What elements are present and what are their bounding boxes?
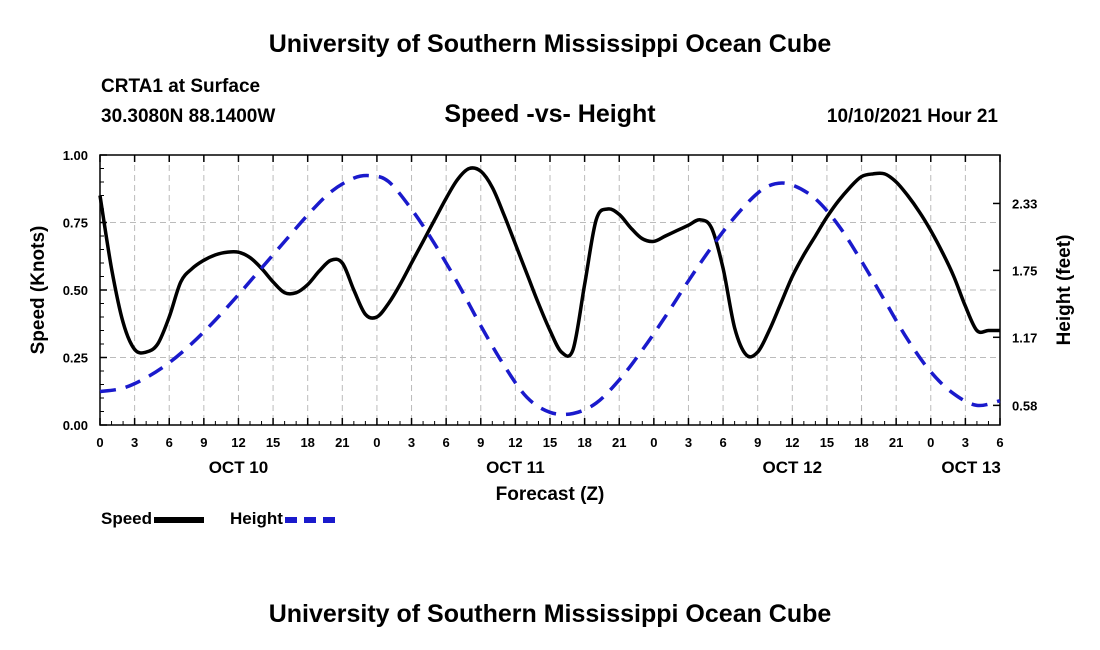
x-tick-label: 18: [300, 435, 314, 450]
day-label: OCT 13: [941, 458, 1001, 477]
x-tick-label: 0: [927, 435, 934, 450]
y-tick-label: 0.50: [63, 283, 88, 298]
day-label: OCT 12: [763, 458, 823, 477]
x-tick-label: 12: [231, 435, 245, 450]
x-tick-label: 0: [650, 435, 657, 450]
x-tick-label: 3: [131, 435, 138, 450]
x-tick-label: 3: [408, 435, 415, 450]
y-tick-label: 0.75: [63, 216, 88, 231]
x-tick-label: 0: [96, 435, 103, 450]
y2-axis-title: Height (feet): [1054, 235, 1075, 346]
x-tick-label: 15: [266, 435, 280, 450]
y-tick-label: 1.00: [63, 148, 88, 163]
x-tick-label: 3: [962, 435, 969, 450]
x-tick-label: 15: [820, 435, 834, 450]
x-tick-label: 9: [200, 435, 207, 450]
speed-height-chart: 0 3 6 9 12 15 18 21 0 3 6 9 12 15 18 21 0 3 6 9 12 15 18 21 0 3 6 O…: [28, 148, 1075, 505]
legend-item-height: Height: [230, 509, 335, 529]
y-tick-label: 0.25: [63, 351, 88, 366]
speed-series-line: [98, 166, 1000, 359]
x-tick-label: 3: [685, 435, 692, 450]
x-tick-label: 0: [373, 435, 380, 450]
legend-item-speed: Speed: [101, 509, 205, 529]
x-tick-label: 21: [335, 435, 349, 450]
x-tick-label: 9: [754, 435, 761, 450]
x-tick-label: 12: [785, 435, 799, 450]
height-series-line: [99, 173, 1001, 417]
x-tick-label: 15: [543, 435, 557, 450]
y-axis-title: Speed (Knots): [28, 226, 49, 355]
station-coordinates: 30.3080N 88.1400W: [101, 106, 276, 127]
x-tick-label: 21: [889, 435, 903, 450]
x-tick-label: 12: [508, 435, 522, 450]
x-tick-label: 18: [577, 435, 591, 450]
station-name: CRTA1 at Surface: [101, 76, 261, 97]
y2-tick-label: 0.58: [1012, 398, 1037, 413]
x-tick-label: 6: [996, 435, 1003, 450]
x-tick-label: 9: [477, 435, 484, 450]
y2-tick-label: 1.75: [1012, 263, 1037, 278]
legend-swatch-speed: [154, 516, 205, 523]
bottom-title: University of Southern Mississippi Ocean…: [268, 600, 832, 628]
y2-tick-label: 2.33: [1012, 196, 1037, 211]
x-tick-label: 6: [166, 435, 173, 450]
chart-title: Speed -vs- Height: [444, 100, 656, 128]
legend-label-speed: Speed: [101, 509, 153, 528]
top-title: University of Southern Mississippi Ocean…: [268, 30, 832, 58]
legend-label-height: Height: [230, 509, 283, 528]
y2-tick-label: 1.17: [1012, 330, 1037, 345]
forecast-timestamp: 10/10/2021 Hour 21: [826, 106, 998, 127]
legend-swatch-height: [284, 516, 335, 523]
day-label: OCT 11: [486, 458, 545, 477]
x-axis-title: Forecast (Z): [496, 484, 605, 505]
x-tick-label: 18: [854, 435, 868, 450]
day-label: OCT 10: [209, 458, 269, 477]
x-tick-label: 21: [612, 435, 626, 450]
x-tick-label: 6: [719, 435, 726, 450]
y-tick-label: 0.00: [63, 418, 88, 433]
x-tick-label: 6: [443, 435, 450, 450]
